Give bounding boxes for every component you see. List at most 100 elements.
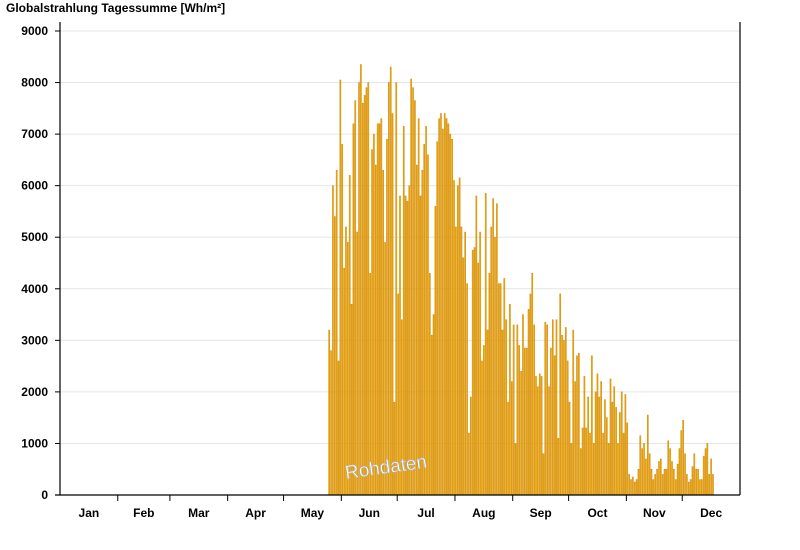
bar [507,401,509,496]
x-tick-label: Dec [700,506,722,520]
bar [511,381,513,496]
x-tick-label: Jul [417,506,434,520]
bar [691,466,694,496]
bar [520,371,522,496]
bar [635,479,638,496]
bar [522,314,524,496]
bar [624,394,627,496]
x-tick-label: May [301,506,325,520]
bar [538,373,541,496]
bar [494,236,496,496]
bar [406,200,409,496]
bar [497,283,500,496]
bar [600,381,602,496]
bar [360,64,362,496]
bar [449,133,452,496]
bar [570,443,573,496]
bar [693,453,696,496]
bar [427,154,429,496]
bar [473,247,476,496]
bar [529,293,532,496]
bar [524,347,526,496]
bar [456,185,459,496]
x-tick-label: Apr [245,506,266,520]
bar [637,468,640,496]
bar [609,378,612,496]
bar [591,355,593,496]
y-tick-label: 6000 [21,179,48,193]
bar [447,123,450,496]
bar [328,329,330,496]
bar [654,474,657,496]
bar [619,412,621,496]
bar [376,123,379,496]
bar [652,479,655,496]
bar [518,345,521,496]
bar [343,267,345,496]
bar [417,118,420,496]
bar [533,324,535,496]
axes: 0 1000 2000 3000 4000 5000 6000 7000 8000 9000 Jan… [21,22,741,520]
bar [408,185,411,496]
bar [563,340,565,496]
bar [674,479,677,496]
bar [687,481,690,496]
bar [661,474,664,496]
y-tick-label: 0 [41,488,48,502]
bar [501,329,504,496]
bar [620,391,623,496]
bar [451,139,453,496]
bar [607,443,610,496]
bar [576,355,578,496]
bar [512,324,515,496]
x-tick-label: Oct [587,506,607,520]
bar [490,226,493,496]
bar [453,180,455,496]
bar [499,283,502,496]
bar [475,195,478,496]
bar [399,195,401,496]
bar [581,427,584,496]
y-tick-label: 9000 [21,24,48,38]
bar [468,432,470,496]
bar [613,386,616,496]
bar [375,164,377,496]
bar [544,322,547,496]
bar [488,273,491,496]
bar [356,231,358,496]
bar [458,177,461,496]
bar [650,468,653,496]
bar [566,360,569,496]
bar [443,113,446,496]
bar [348,175,351,496]
bar [363,95,366,496]
bar [574,381,576,496]
bar [645,458,647,496]
bar [442,128,444,496]
y-tick-label: 2000 [21,385,48,399]
bar [589,432,591,496]
bar [626,422,629,496]
bar [592,443,595,496]
bar [335,169,338,496]
bar [516,324,519,496]
bar [680,430,683,496]
bar [617,443,619,496]
bar [341,144,344,496]
bar [537,386,539,496]
bar [676,463,679,496]
bar [436,141,439,496]
bar [462,257,465,496]
bar [686,474,688,496]
bar [425,126,427,496]
bar [386,139,388,496]
x-tick-label: Feb [133,506,154,520]
bar [503,278,506,496]
bar [332,185,334,496]
bar [632,476,634,496]
bar [689,479,692,496]
bar [663,468,666,496]
bar [402,126,405,496]
bar [525,347,528,496]
bar [481,360,483,496]
